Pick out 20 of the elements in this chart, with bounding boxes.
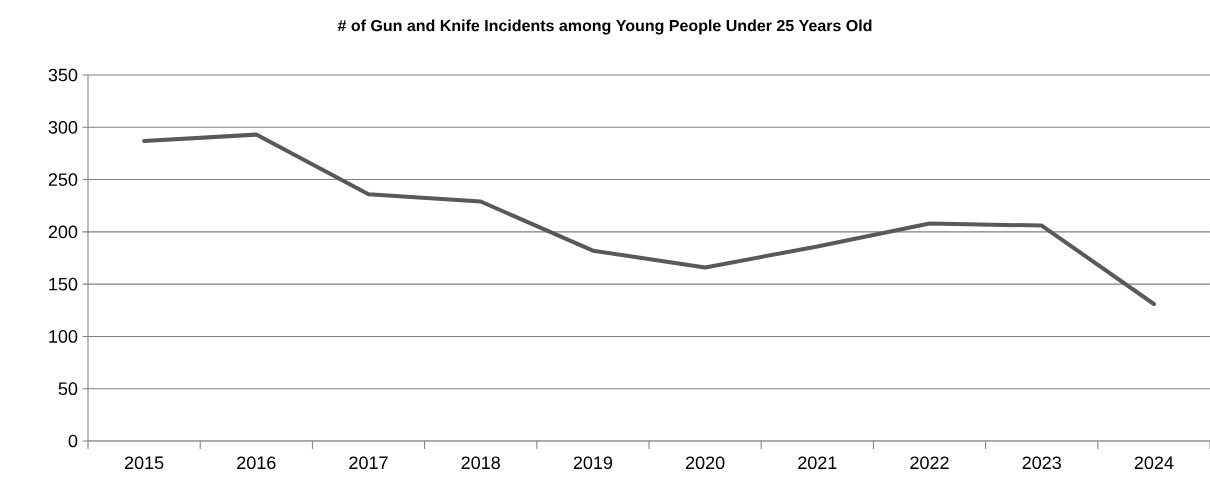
- y-tick-label: 0: [68, 434, 78, 448]
- y-tick-label: 250: [48, 173, 78, 186]
- x-tick-label: 2020: [685, 456, 725, 470]
- y-tick-label: 150: [49, 277, 78, 291]
- y-tick-label: 100: [49, 330, 78, 343]
- line-series: [142, 132, 1156, 307]
- chart-title: # of Gun and Knife Incidents among Young People Under 25 Years Old: [337, 19, 872, 35]
- x-tick-label: 2017: [349, 456, 388, 470]
- x-tick-label: 2022: [910, 456, 949, 470]
- x-tick-label: 2018: [461, 456, 500, 470]
- y-tick-label: 200: [48, 225, 78, 239]
- x-tick-label: 2019: [573, 456, 613, 470]
- y-tick-label: 50: [58, 382, 78, 396]
- y-tick-label: 300: [48, 120, 78, 134]
- x-tick-label: 2024: [1134, 456, 1174, 470]
- x-tick-label: 2015: [124, 456, 164, 470]
- x-tick-label: 2016: [237, 456, 276, 470]
- x-tick-label: 2021: [798, 456, 837, 470]
- x-tick-label: 2023: [1022, 456, 1061, 470]
- y-tick-label: 350: [48, 68, 78, 82]
